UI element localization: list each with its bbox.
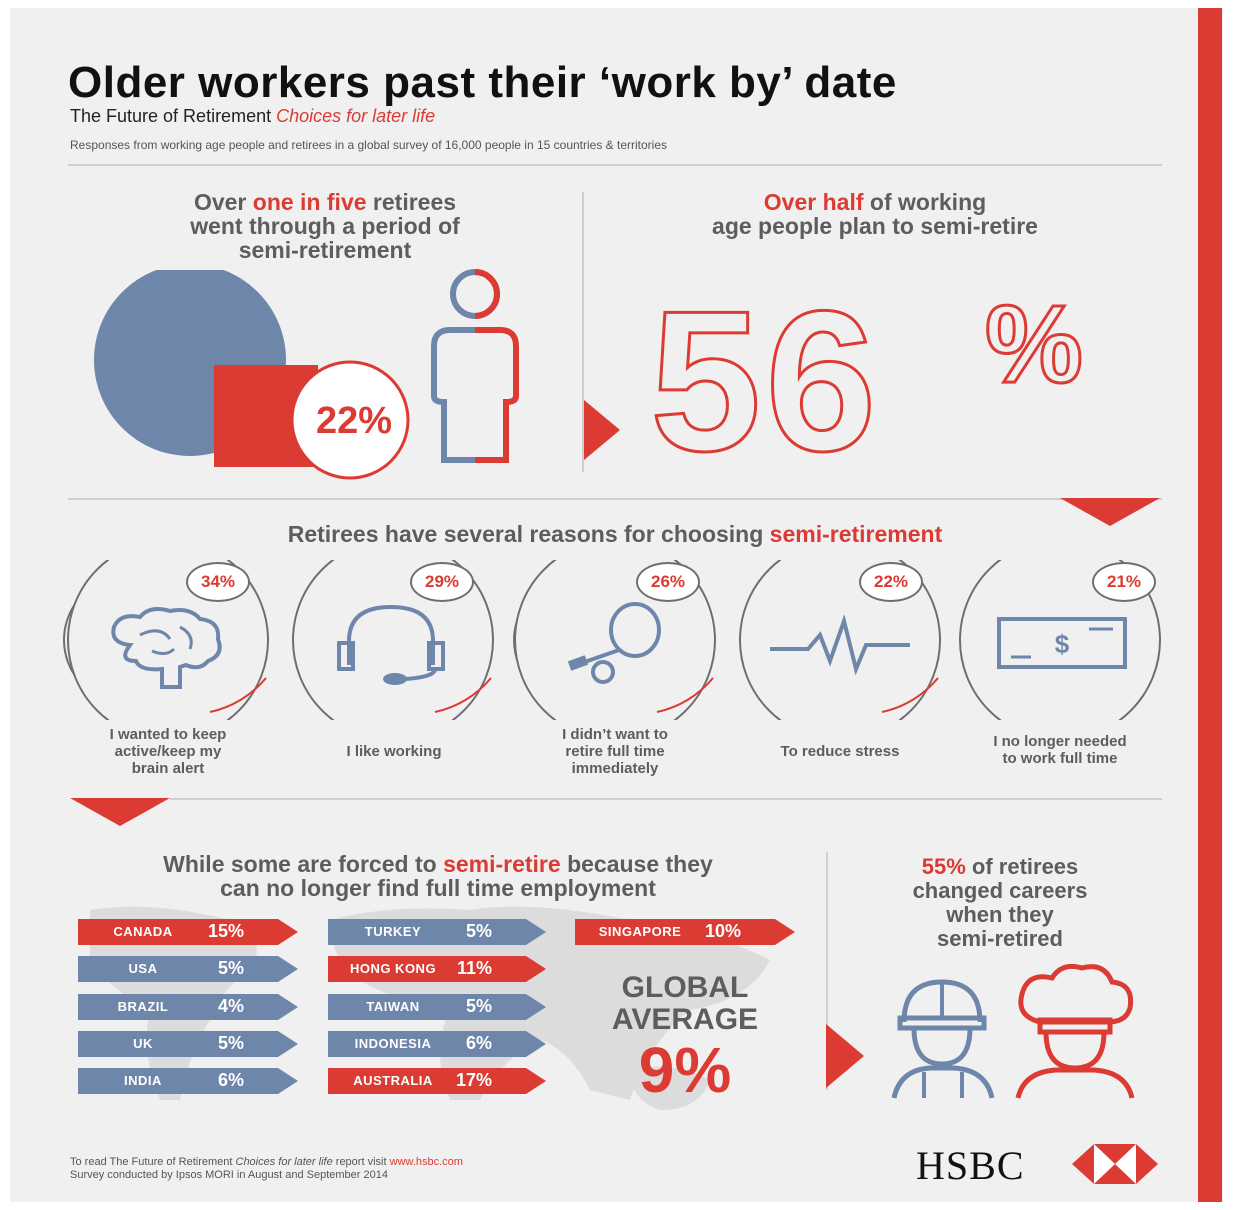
divider: [68, 164, 1162, 166]
semi-retirement-pie-chart: [94, 270, 410, 480]
one-in-five-headline: Over one in five retirees went through a…: [190, 189, 460, 263]
country-bar-arrowhead: [775, 919, 795, 945]
brain-icon: [111, 607, 222, 689]
pie-value-badge: [290, 360, 410, 480]
hsbc-hexagon-logo: [1072, 1144, 1158, 1184]
footer-note: To read The Future of Retirement Choices…: [70, 1156, 463, 1181]
reasons-headline: Retirees have several reasons for choosi…: [287, 521, 943, 547]
country-bar-indonesia: INDONESIA 6%: [328, 1031, 526, 1057]
global-average-value: 9%: [638, 1034, 732, 1106]
arrow-right-icon: [826, 1024, 864, 1088]
arrow-down-icon: [1060, 498, 1160, 526]
page-subtitle: The Future of Retirement Choices for lat…: [70, 106, 435, 127]
divider: [170, 798, 1162, 800]
country-bar-hong-kong: HONG KONG 11%: [328, 956, 526, 982]
over-half-headline: Over half of working age people plan to …: [712, 189, 1038, 239]
divider: [68, 498, 1162, 500]
heartbeat-icon: [770, 615, 910, 675]
hsbc-link[interactable]: www.hsbc.com: [389, 1156, 463, 1168]
pie-value-label: 22%: [315, 400, 393, 442]
vertical-divider: [826, 852, 828, 1090]
country-bar-india: INDIA 6%: [78, 1068, 278, 1094]
page-title: Older workers past their ‘work by’ date: [68, 58, 897, 107]
country-bar-taiwan: TAIWAN 5%: [328, 994, 526, 1020]
headset-icon: [337, 605, 445, 685]
reason-label: I no longer needed to work full time: [993, 733, 1127, 767]
worker-and-chef-icon: [891, 963, 1135, 1099]
reason-pct-badge: 21%: [1092, 562, 1156, 602]
big-percentage: 56: [648, 270, 881, 493]
country-bar-canada: CANADA 15%: [78, 919, 278, 945]
tennis-racket-icon: [567, 602, 661, 684]
reason-label: I like working: [346, 743, 442, 760]
country-bar-usa: USA 5%: [78, 956, 278, 982]
country-bar-uk: UK 5%: [78, 1031, 278, 1057]
reason-pct-badge: 34%: [186, 562, 250, 602]
reason-pct-badge: 26%: [636, 562, 700, 602]
right-red-bar: [1198, 8, 1222, 1202]
country-bar-australia: AUSTRALIA 17%: [328, 1068, 526, 1094]
country-bar-brazil: BRAZIL 4%: [78, 994, 278, 1020]
country-bar-arrowheads: [278, 919, 298, 1094]
banknote-icon: $: [997, 617, 1127, 669]
country-bar-singapore: SINGAPORE 10%: [575, 919, 775, 945]
person-icon: [431, 269, 519, 463]
arrow-down-icon: [70, 798, 170, 826]
hsbc-logo-text: HSBC: [916, 1143, 1025, 1188]
big-percentage-sign: %: [984, 283, 1085, 406]
reason-label: To reduce stress: [780, 743, 900, 760]
country-bar-arrowheads: [526, 919, 546, 1094]
reason-pct-badge: 22%: [859, 562, 923, 602]
subtitle-accent: Choices for later life: [276, 106, 436, 126]
country-bar-turkey: TURKEY 5%: [328, 919, 526, 945]
forced-semi-retire-headline: While some are forced to semi-retire bec…: [163, 851, 713, 901]
reasons-red-arcs: [209, 677, 939, 713]
subtitle-main: The Future of Retirement: [70, 106, 272, 126]
reason-pct-badge: 29%: [410, 562, 474, 602]
vertical-divider: [582, 192, 584, 472]
arrow-right-icon: [584, 400, 620, 460]
global-average-label: GLOBAL AVERAGE: [611, 971, 759, 1036]
changed-careers-headline: 55% of retirees changed careers when the…: [912, 854, 1088, 951]
svg-text:$: $: [1055, 629, 1070, 659]
reason-label: I didn’t want to retire full time immediat…: [562, 726, 668, 777]
survey-description: Responses from working age people and re…: [70, 138, 668, 152]
reason-label: I wanted to keep active/keep my brain aler…: [109, 726, 227, 777]
